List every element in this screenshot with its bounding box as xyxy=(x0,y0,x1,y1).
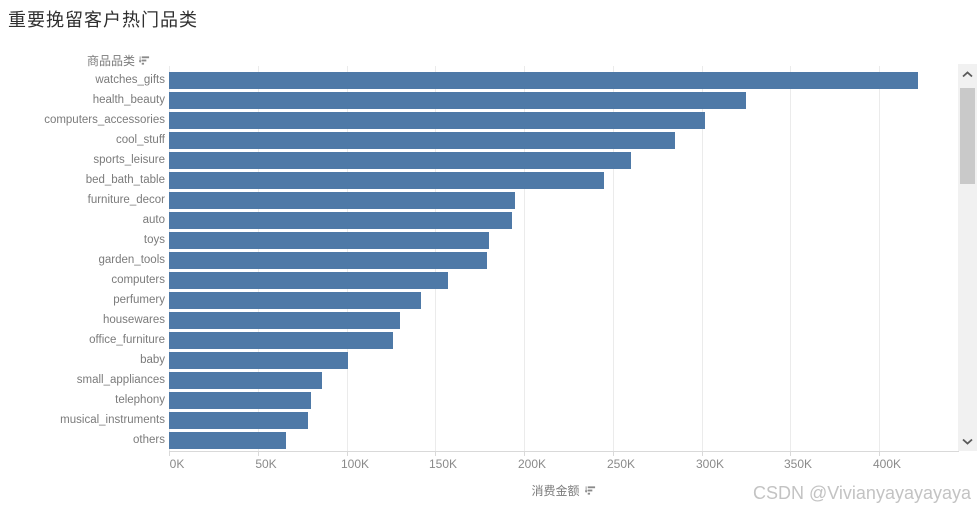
bar-cool_stuff[interactable] xyxy=(169,132,675,149)
table-row: garden_tools xyxy=(0,252,958,272)
bar-garden_tools[interactable] xyxy=(169,252,487,269)
gridline xyxy=(790,66,791,451)
table-row: housewares xyxy=(0,312,958,332)
table-row: computers_accessories xyxy=(0,112,958,132)
category-label-garden_tools[interactable]: garden_tools xyxy=(98,254,166,266)
table-row: perfumery xyxy=(0,292,958,312)
x-tick-label: 300K xyxy=(695,457,725,471)
table-row: computers xyxy=(0,272,958,292)
category-label-small_appliances[interactable]: small_appliances xyxy=(76,374,165,386)
bar-small_appliances[interactable] xyxy=(169,372,322,389)
gridline xyxy=(879,66,880,451)
page-title: 重要挽留客户热门品类 xyxy=(8,10,198,31)
sort-descending-icon[interactable] xyxy=(139,55,150,66)
gridline xyxy=(702,66,703,451)
category-label-housewares[interactable]: housewares xyxy=(102,314,165,326)
bar-toys[interactable] xyxy=(169,232,489,249)
x-tick xyxy=(790,451,791,456)
bar-sports_leisure[interactable] xyxy=(169,152,631,169)
gridline xyxy=(524,66,525,451)
x-tick xyxy=(258,451,259,456)
x-tick-label: 100K xyxy=(340,457,370,471)
chevron-down-icon xyxy=(962,438,973,445)
table-row: baby xyxy=(0,352,958,372)
category-label-health_beauty[interactable]: health_beauty xyxy=(92,94,165,106)
category-label-furniture_decor[interactable]: furniture_decor xyxy=(87,194,165,206)
category-label-toys[interactable]: toys xyxy=(143,234,165,246)
bar-rows: watches_gifts health_beauty computers_acce… xyxy=(0,72,958,452)
x-tick-label: 350K xyxy=(783,457,813,471)
x-tick xyxy=(435,451,436,456)
category-label-others[interactable]: others xyxy=(133,434,165,446)
bar-computers[interactable] xyxy=(169,272,448,289)
bar-telephony[interactable] xyxy=(169,392,311,409)
watermark: CSDN @Vivianyayayayaya xyxy=(752,483,971,503)
table-row: small_appliances xyxy=(0,372,958,392)
bar-health_beauty[interactable] xyxy=(169,92,746,109)
category-label-computers_accessories[interactable]: computers_accessories xyxy=(44,114,165,126)
category-label-perfumery[interactable]: perfumery xyxy=(113,294,165,306)
category-label-watches_gifts[interactable]: watches_gifts xyxy=(95,74,165,86)
category-label-musical_instruments[interactable]: musical_instruments xyxy=(60,414,165,426)
category-label-sports_leisure[interactable]: sports_leisure xyxy=(93,154,165,166)
x-tick xyxy=(613,451,614,456)
x-tick xyxy=(702,451,703,456)
table-row: office_furniture xyxy=(0,332,958,352)
bar-bed_bath_table[interactable] xyxy=(169,172,604,189)
x-tick-label: 250K xyxy=(606,457,636,471)
x-axis-line xyxy=(169,451,959,452)
table-row: bed_bath_table xyxy=(0,172,958,192)
category-label-cool_stuff[interactable]: cool_stuff xyxy=(115,134,165,146)
table-row: furniture_decor xyxy=(0,192,958,212)
table-row: toys xyxy=(0,232,958,252)
x-tick xyxy=(524,451,525,456)
bar-musical_instruments[interactable] xyxy=(169,412,308,429)
gridline xyxy=(613,66,614,451)
vertical-scrollbar[interactable] xyxy=(958,64,977,451)
table-row: auto xyxy=(0,212,958,232)
x-tick-label: 50K xyxy=(255,457,277,471)
table-row: others xyxy=(0,432,958,452)
table-row: health_beauty xyxy=(0,92,958,112)
table-row: watches_gifts xyxy=(0,72,958,92)
x-tick-label: 200K xyxy=(517,457,547,471)
table-row: cool_stuff xyxy=(0,132,958,152)
table-row: musical_instruments xyxy=(0,412,958,432)
table-row: sports_leisure xyxy=(0,152,958,172)
category-axis-header: 商品品类 xyxy=(0,53,150,68)
x-tick xyxy=(347,451,348,456)
bar-baby[interactable] xyxy=(169,352,348,369)
scroll-up-button[interactable] xyxy=(958,64,977,84)
bar-computers_accessories[interactable] xyxy=(169,112,705,129)
value-axis-title: 消费金额 xyxy=(531,484,580,498)
x-tick xyxy=(169,451,170,456)
category-axis-title: 商品品类 xyxy=(86,54,135,68)
x-tick-label: 400K xyxy=(872,457,902,471)
bar-perfumery[interactable] xyxy=(169,292,421,309)
scrollbar-thumb[interactable] xyxy=(960,88,975,184)
x-tick-label: 150K xyxy=(428,457,458,471)
x-tick xyxy=(879,451,880,456)
bar-furniture_decor[interactable] xyxy=(169,192,515,209)
bar-watches_gifts[interactable] xyxy=(169,72,918,89)
bar-office_furniture[interactable] xyxy=(169,332,393,349)
category-label-office_furniture[interactable]: office_furniture xyxy=(89,334,165,346)
category-label-computers[interactable]: computers xyxy=(111,274,165,286)
bar-auto[interactable] xyxy=(169,212,512,229)
bar-housewares[interactable] xyxy=(169,312,400,329)
category-label-telephony[interactable]: telephony xyxy=(115,394,165,406)
bar-others[interactable] xyxy=(169,432,286,449)
chevron-up-icon xyxy=(962,70,973,77)
category-label-auto[interactable]: auto xyxy=(142,214,165,226)
scroll-down-button[interactable] xyxy=(958,431,977,451)
category-label-baby[interactable]: baby xyxy=(140,354,165,366)
x-axis-tick-labels: 0K 50K 100K 150K 200K 250K 300K 350K 400K xyxy=(0,457,979,473)
x-tick-label: 0K xyxy=(169,457,185,471)
value-axis-header: 消费金额 xyxy=(169,483,958,498)
category-label-bed_bath_table[interactable]: bed_bath_table xyxy=(85,174,165,186)
sort-descending-icon[interactable] xyxy=(584,485,596,496)
table-row: telephony xyxy=(0,392,958,412)
